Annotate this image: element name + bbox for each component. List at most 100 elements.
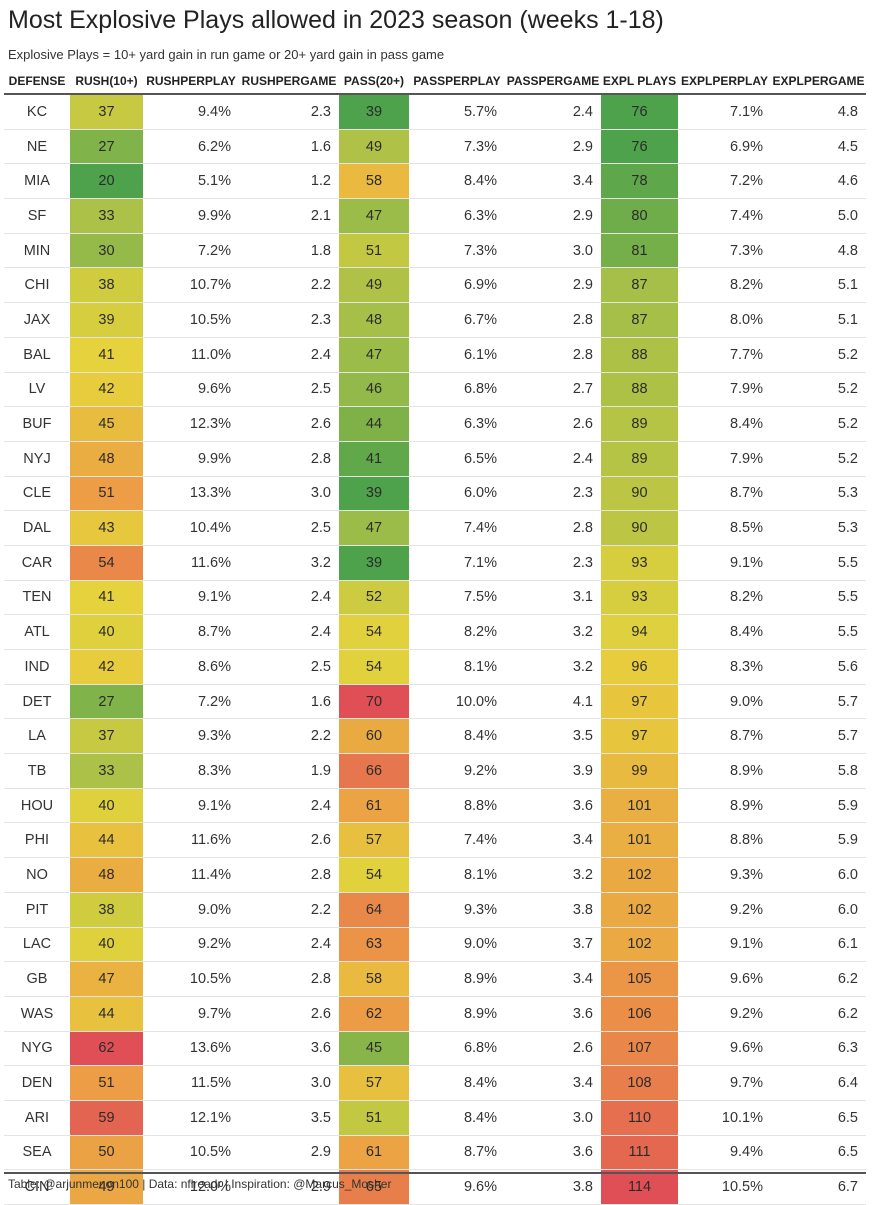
value-cell: 8.9%	[409, 961, 505, 997]
value-cell: 2.9	[505, 198, 601, 234]
value-cell: 5.2	[771, 406, 866, 442]
table-row: LA 37 9.3% 2.2 60 8.4% 3.5 97 8.7% 5.7	[4, 718, 866, 755]
heat-cell: 45	[339, 1031, 409, 1067]
team-cell: ARI	[4, 1100, 70, 1136]
value-cell: 2.5	[239, 510, 339, 546]
heat-cell: 101	[601, 822, 678, 859]
value-cell: 5.7%	[409, 94, 505, 130]
value-cell: 2.6	[505, 1031, 601, 1067]
value-cell: 6.4	[771, 1065, 866, 1101]
value-cell: 7.3%	[678, 233, 771, 269]
value-cell: 1.2	[239, 163, 339, 200]
table-row: BUF 45 12.3% 2.6 44 6.3% 2.6 89 8.4% 5.2	[4, 406, 866, 442]
value-cell: 9.7%	[143, 996, 239, 1032]
column-header: PASS(20+)	[339, 68, 409, 95]
value-cell: 8.3%	[143, 753, 239, 789]
value-cell: 9.3%	[678, 857, 771, 893]
heat-cell: 54	[70, 545, 143, 581]
value-cell: 8.0%	[678, 302, 771, 338]
team-cell: DAL	[4, 510, 70, 546]
heat-cell: 62	[70, 1031, 143, 1067]
value-cell: 1.6	[239, 684, 339, 720]
value-cell: 7.1%	[409, 545, 505, 581]
column-header: EXPLPERGAME	[771, 68, 866, 95]
heat-cell: 38	[70, 892, 143, 928]
value-cell: 2.4	[239, 580, 339, 616]
heat-cell: 49	[339, 129, 409, 165]
value-cell: 11.5%	[143, 1065, 239, 1101]
heat-cell: 54	[339, 857, 409, 893]
value-cell: 8.7%	[678, 476, 771, 512]
value-cell: 5.3	[771, 510, 866, 546]
value-cell: 6.2	[771, 961, 866, 997]
value-cell: 9.2%	[409, 753, 505, 789]
heat-cell: 57	[339, 822, 409, 859]
value-cell: 5.2	[771, 372, 866, 408]
value-cell: 3.6	[505, 788, 601, 824]
team-cell: TEN	[4, 580, 70, 616]
table-row: ARI 59 12.1% 3.5 51 8.4% 3.0 110 10.1% 6.5	[4, 1100, 866, 1136]
team-cell: NYJ	[4, 441, 70, 477]
value-cell: 2.4	[505, 441, 601, 477]
heat-cell: 102	[601, 857, 678, 893]
team-cell: BUF	[4, 406, 70, 442]
value-cell: 10.0%	[409, 684, 505, 720]
heat-cell: 60	[339, 718, 409, 755]
value-cell: 6.0	[771, 857, 866, 893]
table-row: PHI 44 11.6% 2.6 57 7.4% 3.4 101 8.8% 5.9	[4, 822, 866, 859]
team-cell: JAX	[4, 302, 70, 338]
heat-cell: 61	[339, 1135, 409, 1171]
value-cell: 5.7	[771, 718, 866, 755]
team-cell: CLE	[4, 476, 70, 512]
value-cell: 5.1	[771, 302, 866, 338]
value-cell: 3.6	[239, 1031, 339, 1067]
value-cell: 2.9	[239, 1135, 339, 1171]
value-cell: 2.6	[505, 406, 601, 442]
table-row: SEA 50 10.5% 2.9 61 8.7% 3.6 111 9.4% 6.5	[4, 1135, 866, 1171]
heat-cell: 66	[339, 753, 409, 789]
team-cell: LAC	[4, 927, 70, 963]
heat-cell: 114	[601, 1169, 678, 1205]
heat-cell: 30	[70, 233, 143, 269]
value-cell: 11.4%	[143, 857, 239, 893]
table-body: KC 37 9.4% 2.3 39 5.7% 2.4 76 7.1% 4.8 NE 27 6.2% 1.6…	[4, 94, 866, 1205]
heat-cell: 108	[601, 1065, 678, 1101]
heat-cell: 102	[601, 927, 678, 963]
value-cell: 7.5%	[409, 580, 505, 616]
value-cell: 7.4%	[409, 822, 505, 859]
heat-cell: 58	[339, 163, 409, 200]
value-cell: 2.3	[239, 302, 339, 338]
value-cell: 8.4%	[409, 1100, 505, 1136]
table-row: CLE 51 13.3% 3.0 39 6.0% 2.3 90 8.7% 5.3	[4, 476, 866, 512]
team-cell: TB	[4, 753, 70, 789]
value-cell: 6.3	[771, 1031, 866, 1067]
value-cell: 3.0	[239, 1065, 339, 1101]
table-row: PIT 38 9.0% 2.2 64 9.3% 3.8 102 9.2% 6.0	[4, 892, 866, 928]
heat-cell: 49	[70, 1169, 143, 1205]
heat-cell: 59	[70, 1100, 143, 1136]
heat-cell: 88	[601, 337, 678, 373]
heat-cell: 89	[601, 441, 678, 477]
value-cell: 10.5%	[143, 961, 239, 997]
value-cell: 8.1%	[409, 649, 505, 685]
value-cell: 3.4	[505, 822, 601, 859]
value-cell: 6.8%	[409, 1031, 505, 1067]
value-cell: 5.0	[771, 198, 866, 234]
team-cell: PIT	[4, 892, 70, 928]
table-row: GB 47 10.5% 2.8 58 8.9% 3.4 105 9.6% 6.2	[4, 961, 866, 997]
value-cell: 3.6	[505, 996, 601, 1032]
value-cell: 5.9	[771, 822, 866, 859]
value-cell: 8.4%	[678, 614, 771, 650]
value-cell: 3.2	[505, 649, 601, 685]
value-cell: 9.3%	[409, 892, 505, 928]
value-cell: 5.1	[771, 267, 866, 304]
value-cell: 11.6%	[143, 545, 239, 581]
value-cell: 8.9%	[409, 996, 505, 1032]
value-cell: 5.1%	[143, 163, 239, 200]
value-cell: 3.4	[505, 1065, 601, 1101]
value-cell: 9.6%	[409, 1169, 505, 1205]
team-cell: WAS	[4, 996, 70, 1032]
value-cell: 4.6	[771, 163, 866, 200]
column-header: RUSH(10+)	[70, 68, 143, 95]
value-cell: 5.5	[771, 580, 866, 616]
